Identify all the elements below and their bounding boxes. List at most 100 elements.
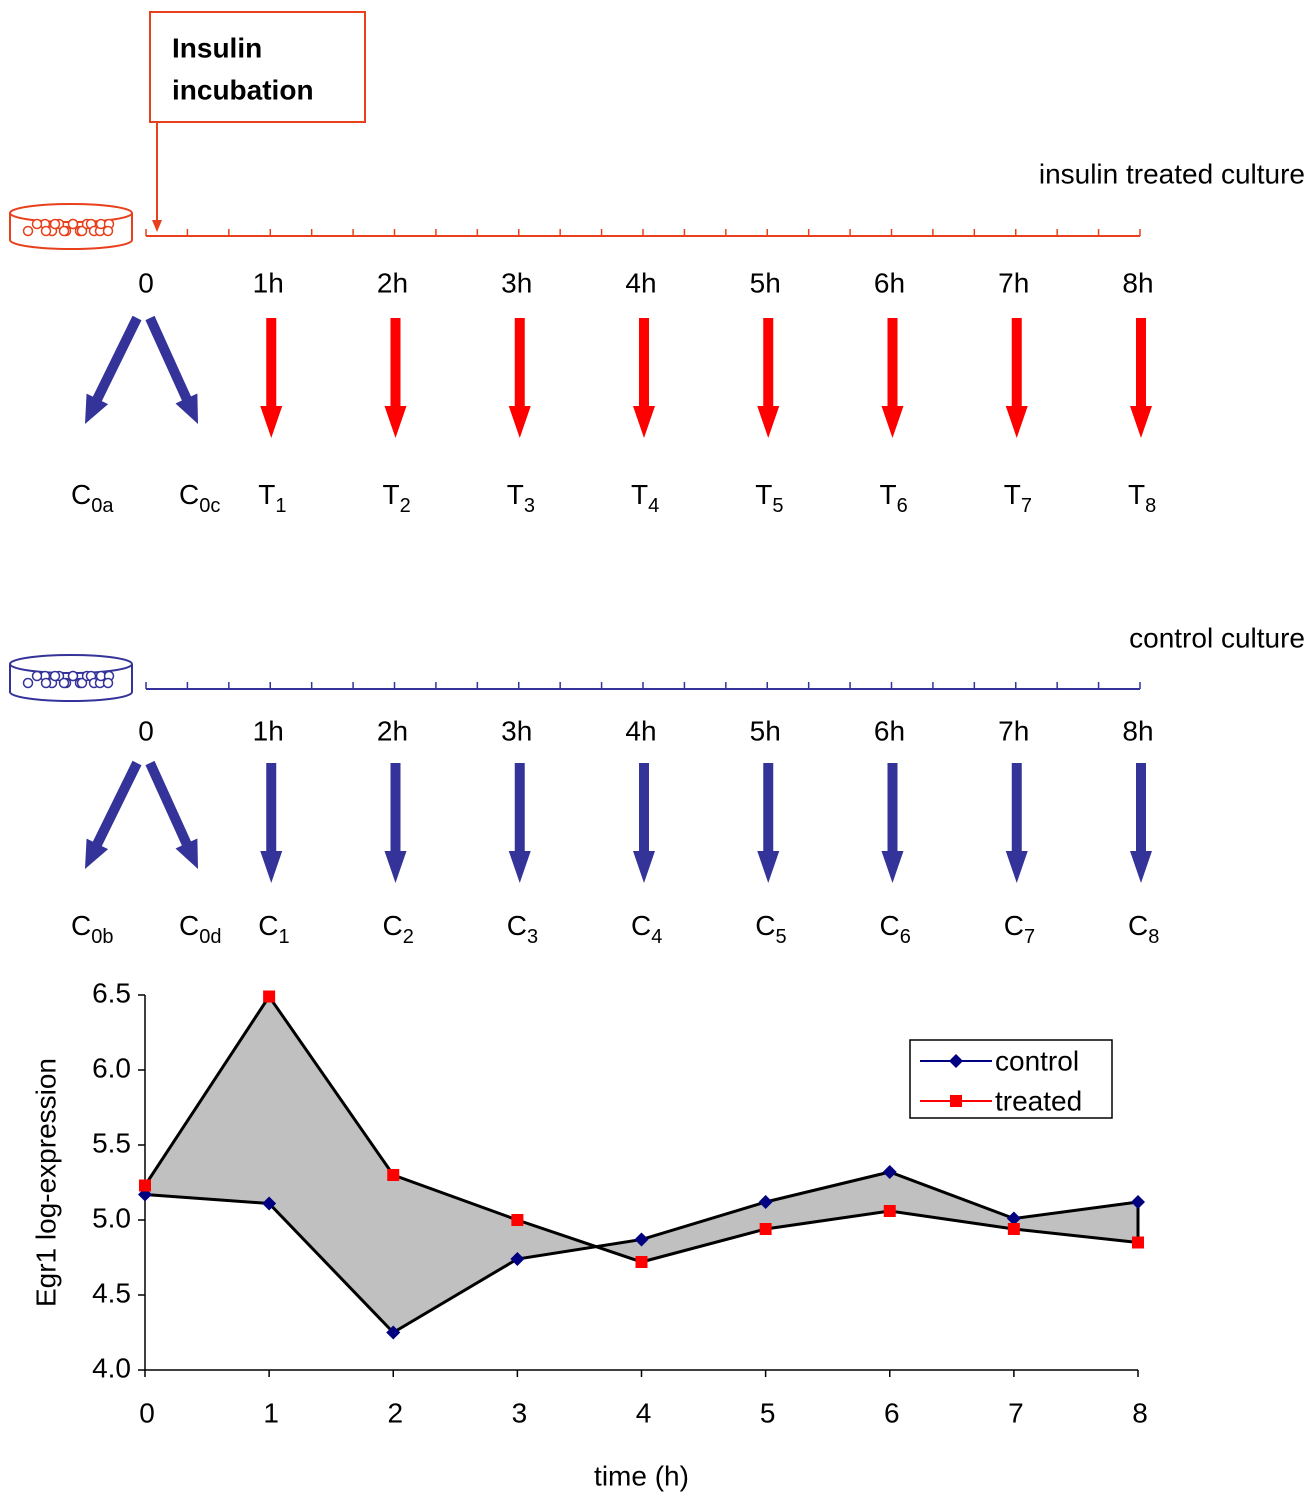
cell <box>33 220 42 229</box>
sample-label: T5 <box>755 479 783 517</box>
x-axis-title: time (h) <box>594 1460 689 1491</box>
cell <box>104 227 113 236</box>
sample-subscript: 2 <box>403 926 414 948</box>
sample-label: T1 <box>258 479 286 517</box>
sample-base: T <box>880 479 897 510</box>
sample-arrow <box>145 761 198 869</box>
y-axis-title: Egr1 log-expression <box>30 1058 61 1307</box>
y-tick-label: 5.0 <box>92 1202 131 1233</box>
sample-subscript: 3 <box>524 495 535 517</box>
sample-label: T4 <box>631 479 659 517</box>
time-label: 5h <box>750 715 781 746</box>
sample-subscript: 8 <box>1145 495 1156 517</box>
cell <box>69 672 78 681</box>
sample-subscript: 0b <box>91 926 113 948</box>
x-tick-label: 4 <box>636 1397 652 1428</box>
cell <box>60 227 69 236</box>
sample-base: T <box>631 479 648 510</box>
x-tick-label: 3 <box>512 1397 528 1428</box>
sample-subscript: 6 <box>897 495 908 517</box>
sample-arrow <box>1006 318 1028 438</box>
insulin-arrow-head <box>152 220 162 232</box>
sample-arrow <box>385 318 407 438</box>
sample-base: C <box>880 910 900 941</box>
point <box>950 1095 962 1107</box>
sample-label: T3 <box>507 479 535 517</box>
cell <box>104 679 113 688</box>
cell <box>51 220 60 229</box>
sample-label: C7 <box>1004 910 1035 948</box>
sample-label: T7 <box>1004 479 1032 517</box>
sample-label: C0a <box>71 479 114 517</box>
sample-arrow <box>145 316 198 424</box>
sample-base: C <box>258 910 278 941</box>
sample-subscript: 0a <box>91 495 114 517</box>
cell <box>42 679 51 688</box>
sample-label: T6 <box>880 479 908 517</box>
time-label: 4h <box>625 715 656 746</box>
sample-arrow <box>509 763 531 883</box>
point <box>1008 1223 1020 1235</box>
sample-label: C8 <box>1128 910 1159 948</box>
sample-base: C <box>1128 910 1148 941</box>
sample-arrow <box>1006 763 1028 883</box>
point <box>139 1180 151 1192</box>
legend-label: treated <box>995 1085 1082 1116</box>
sample-arrow <box>85 761 141 869</box>
y-tick-label: 4.5 <box>92 1277 131 1308</box>
sample-base: C <box>631 910 651 941</box>
sample-base: C <box>755 910 775 941</box>
sample-base: T <box>755 479 772 510</box>
sample-label: C2 <box>383 910 414 948</box>
sample-base: C <box>179 479 199 510</box>
y-tick-label: 6.0 <box>92 1052 131 1083</box>
sample-arrow <box>633 763 655 883</box>
sample-arrow <box>882 763 904 883</box>
time-label: 0 <box>138 267 154 298</box>
sample-label: C1 <box>258 910 289 948</box>
sample-base: C <box>1004 910 1024 941</box>
cell <box>60 679 69 688</box>
insulin-box <box>150 12 365 122</box>
treated-label: insulin treated culture <box>1039 158 1305 189</box>
sample-arrow <box>260 763 282 883</box>
sample-subscript: 0c <box>199 495 220 517</box>
insulin-box-text: Insulin <box>172 32 262 63</box>
sample-arrow <box>757 763 779 883</box>
time-label: 3h <box>501 267 532 298</box>
time-label: 3h <box>501 715 532 746</box>
cell <box>24 679 33 688</box>
sample-base: C <box>179 910 199 941</box>
time-label: 4h <box>625 267 656 298</box>
sample-arrow <box>260 318 282 438</box>
sample-subscript: 5 <box>772 495 783 517</box>
y-tick-label: 6.5 <box>92 977 131 1008</box>
sample-base: T <box>507 479 524 510</box>
sample-subscript: 1 <box>278 926 289 948</box>
cell <box>24 227 33 236</box>
sample-subscript: 5 <box>775 926 786 948</box>
sample-subscript: 0d <box>199 926 221 948</box>
time-label: 6h <box>874 267 905 298</box>
sample-subscript: 7 <box>1021 495 1032 517</box>
sample-label: C6 <box>880 910 911 948</box>
x-tick-label: 8 <box>1132 1397 1148 1428</box>
figure: Insulin incubation insulin treated cultu… <box>0 0 1315 1496</box>
sample-arrow <box>1130 318 1152 438</box>
sample-base: C <box>71 910 91 941</box>
sample-arrow <box>757 318 779 438</box>
sample-base: C <box>383 910 403 941</box>
time-label: 7h <box>998 267 1029 298</box>
sample-subscript: 7 <box>1024 926 1035 948</box>
time-label: 1h <box>253 267 284 298</box>
point <box>263 991 275 1003</box>
sample-label: C0c <box>179 479 220 517</box>
time-label: 7h <box>998 715 1029 746</box>
x-tick-label: 7 <box>1008 1397 1024 1428</box>
time-label: 2h <box>377 715 408 746</box>
point <box>387 1169 399 1181</box>
cell <box>42 227 51 236</box>
y-tick-label: 5.5 <box>92 1127 131 1158</box>
legend-label: control <box>995 1045 1079 1076</box>
point <box>884 1205 896 1217</box>
